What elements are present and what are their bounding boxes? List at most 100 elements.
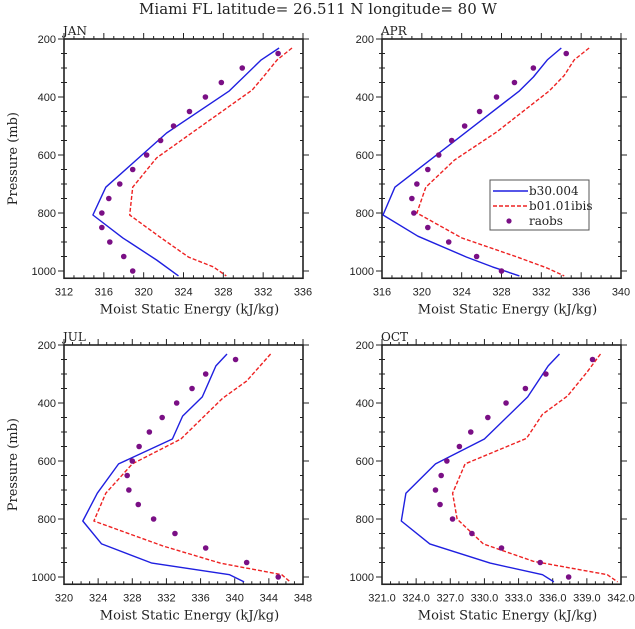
y-axis-label: Pressure (mb)	[6, 112, 21, 205]
y-tick-label: 1000	[32, 572, 56, 584]
raobs-point	[275, 50, 281, 57]
raobs-point	[511, 79, 518, 86]
raobs-point	[136, 443, 142, 450]
raobs-point	[126, 487, 132, 493]
panel-label: JUL	[61, 330, 86, 344]
x-tick-label: 333.0	[505, 592, 533, 604]
raobs-point	[565, 574, 572, 580]
y-tick-label: 1000	[32, 266, 56, 278]
legend-marker-raobs	[506, 218, 512, 224]
raobs-point	[522, 385, 529, 392]
raobs-point	[173, 400, 180, 406]
series-line-b01-01ibis	[93, 353, 291, 583]
x-tick-label: 324	[452, 286, 470, 298]
x-tick-label: 336.0	[539, 592, 567, 604]
plot-frame	[63, 38, 304, 280]
y-tick-label: 800	[356, 208, 374, 220]
raobs-point	[444, 458, 450, 464]
panel-apr: APR 200 400 600 800 1000 316 320 324 328 332 336 340…	[350, 24, 631, 317]
x-tick-label: 320	[134, 286, 152, 298]
y-tick-label: 1000	[350, 572, 374, 584]
raobs-point	[473, 253, 480, 260]
x-axis-label: Moist Static Energy (kJ/kg)	[100, 608, 279, 623]
x-tick-label: 321.0	[368, 592, 396, 604]
raobs-point	[448, 137, 455, 144]
x-tick-label: 340	[226, 592, 244, 604]
y-tick-label: 800	[38, 208, 56, 220]
x-tick-label: 336	[294, 286, 312, 298]
raobs-point	[456, 443, 463, 450]
raobs-point	[498, 268, 505, 274]
y-tick-label: 400	[356, 92, 374, 104]
raobs-point	[425, 224, 431, 231]
y-tick-label: 1000	[350, 266, 374, 278]
y-tick-label: 400	[38, 398, 56, 410]
raobs-point	[99, 210, 105, 216]
legend-label: b30.004	[529, 184, 579, 198]
panel-label: OCT	[381, 330, 408, 344]
raobs-point	[107, 239, 113, 245]
x-axis-label: Moist Static Energy (kJ/kg)	[100, 302, 279, 317]
x-tick-label: 324	[89, 592, 107, 604]
raobs-point	[146, 429, 153, 435]
series-line-b01-01ibis	[128, 47, 293, 277]
x-tick-label: 328	[492, 286, 510, 298]
x-tick-label: 336	[191, 592, 209, 604]
series-line-b01-01ibis	[416, 47, 590, 277]
raobs-point	[143, 152, 150, 158]
raobs-point	[411, 210, 417, 216]
x-tick-label: 312	[55, 286, 73, 298]
raobs-point	[120, 253, 127, 260]
raobs-point	[563, 50, 570, 57]
series-line-b30-004	[382, 47, 562, 277]
raobs-point	[232, 356, 239, 363]
raobs-point	[116, 181, 123, 187]
raobs-point	[202, 371, 209, 377]
y-tick-label: 400	[356, 398, 374, 410]
y-tick-label: 600	[38, 456, 56, 468]
raobs-point	[498, 545, 505, 551]
raobs-point	[239, 65, 246, 71]
x-tick-label: 316	[95, 286, 113, 298]
y-tick-label: 200	[38, 340, 56, 352]
x-tick-label: 320	[55, 592, 73, 604]
raobs-point	[414, 181, 420, 187]
panel-jul: JUL 200 400 600 800 1000 320 324 328 332 336 340 344…	[6, 330, 312, 623]
y-axis-label: Pressure (mb)	[6, 418, 21, 511]
x-tick-label: 324.0	[402, 592, 430, 604]
y-tick-label: 200	[38, 34, 56, 46]
x-tick-label: 328	[123, 592, 141, 604]
y-tick-label: 600	[38, 150, 56, 162]
panel-label: JAN	[61, 24, 87, 38]
x-tick-label: 332	[254, 286, 272, 298]
raobs-point	[435, 152, 442, 158]
x-axis-label: Moist Static Energy (kJ/kg)	[418, 302, 597, 317]
raobs-point	[543, 371, 549, 377]
panel-label: APR	[380, 24, 408, 38]
raobs-point	[503, 400, 509, 406]
raobs-point	[106, 195, 112, 202]
raobs-point	[202, 545, 209, 551]
raobs-point	[445, 239, 452, 245]
x-tick-label: 328	[214, 286, 232, 298]
series-line-b30-004	[400, 353, 561, 583]
x-tick-label: 336	[572, 286, 590, 298]
raobs-point	[186, 108, 193, 115]
y-tick-label: 400	[38, 92, 56, 104]
raobs-point	[537, 559, 543, 566]
raobs-point	[589, 356, 596, 363]
raobs-point	[530, 65, 537, 71]
x-tick-label: 344	[260, 592, 278, 604]
panel-oct: OCT 200 400 600 800 1000 321.0 324.0 327.0 330.0 3…	[350, 330, 635, 623]
raobs-point	[159, 414, 165, 421]
raobs-point	[476, 108, 483, 115]
raobs-point	[150, 516, 157, 522]
x-tick-label: 342.0	[607, 592, 635, 604]
plot-frame	[63, 344, 304, 586]
x-tick-label: 348	[294, 592, 312, 604]
raobs-point	[129, 166, 136, 173]
raobs-point	[467, 429, 474, 435]
raobs-point	[432, 487, 439, 493]
raobs-point	[129, 458, 136, 464]
